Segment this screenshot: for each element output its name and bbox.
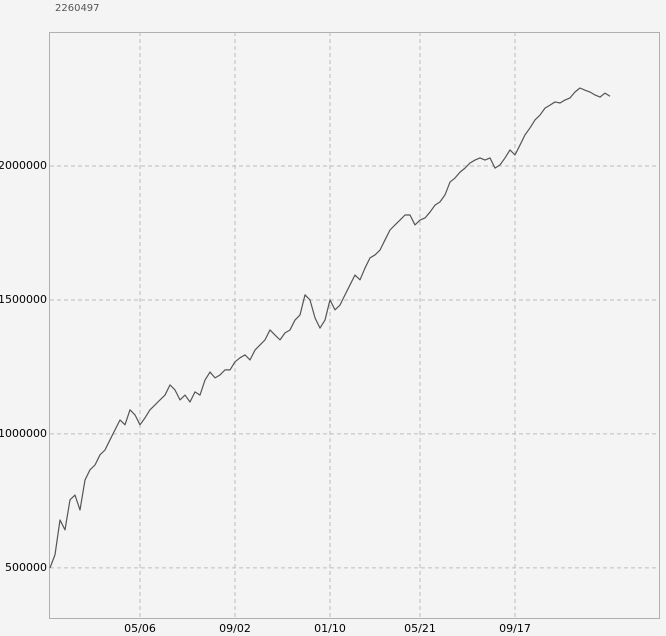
x-tick-label: 09/17 [499, 622, 531, 635]
x-tick-label: 05/06 [124, 622, 156, 635]
y-tick-label: 500000 [5, 561, 47, 574]
y-tick-label: 2000000 [0, 159, 47, 172]
x-tick-label: 05/21 [404, 622, 436, 635]
last-value: 2260497 [55, 3, 100, 14]
y-tick-label: 1500000 [0, 293, 47, 306]
x-tick-label: 09/02 [219, 622, 251, 635]
x-tick-label: 01/10 [314, 622, 346, 635]
y-tick-label: 1000000 [0, 427, 47, 440]
plot-frame [49, 32, 660, 619]
equity-line [49, 87, 611, 569]
